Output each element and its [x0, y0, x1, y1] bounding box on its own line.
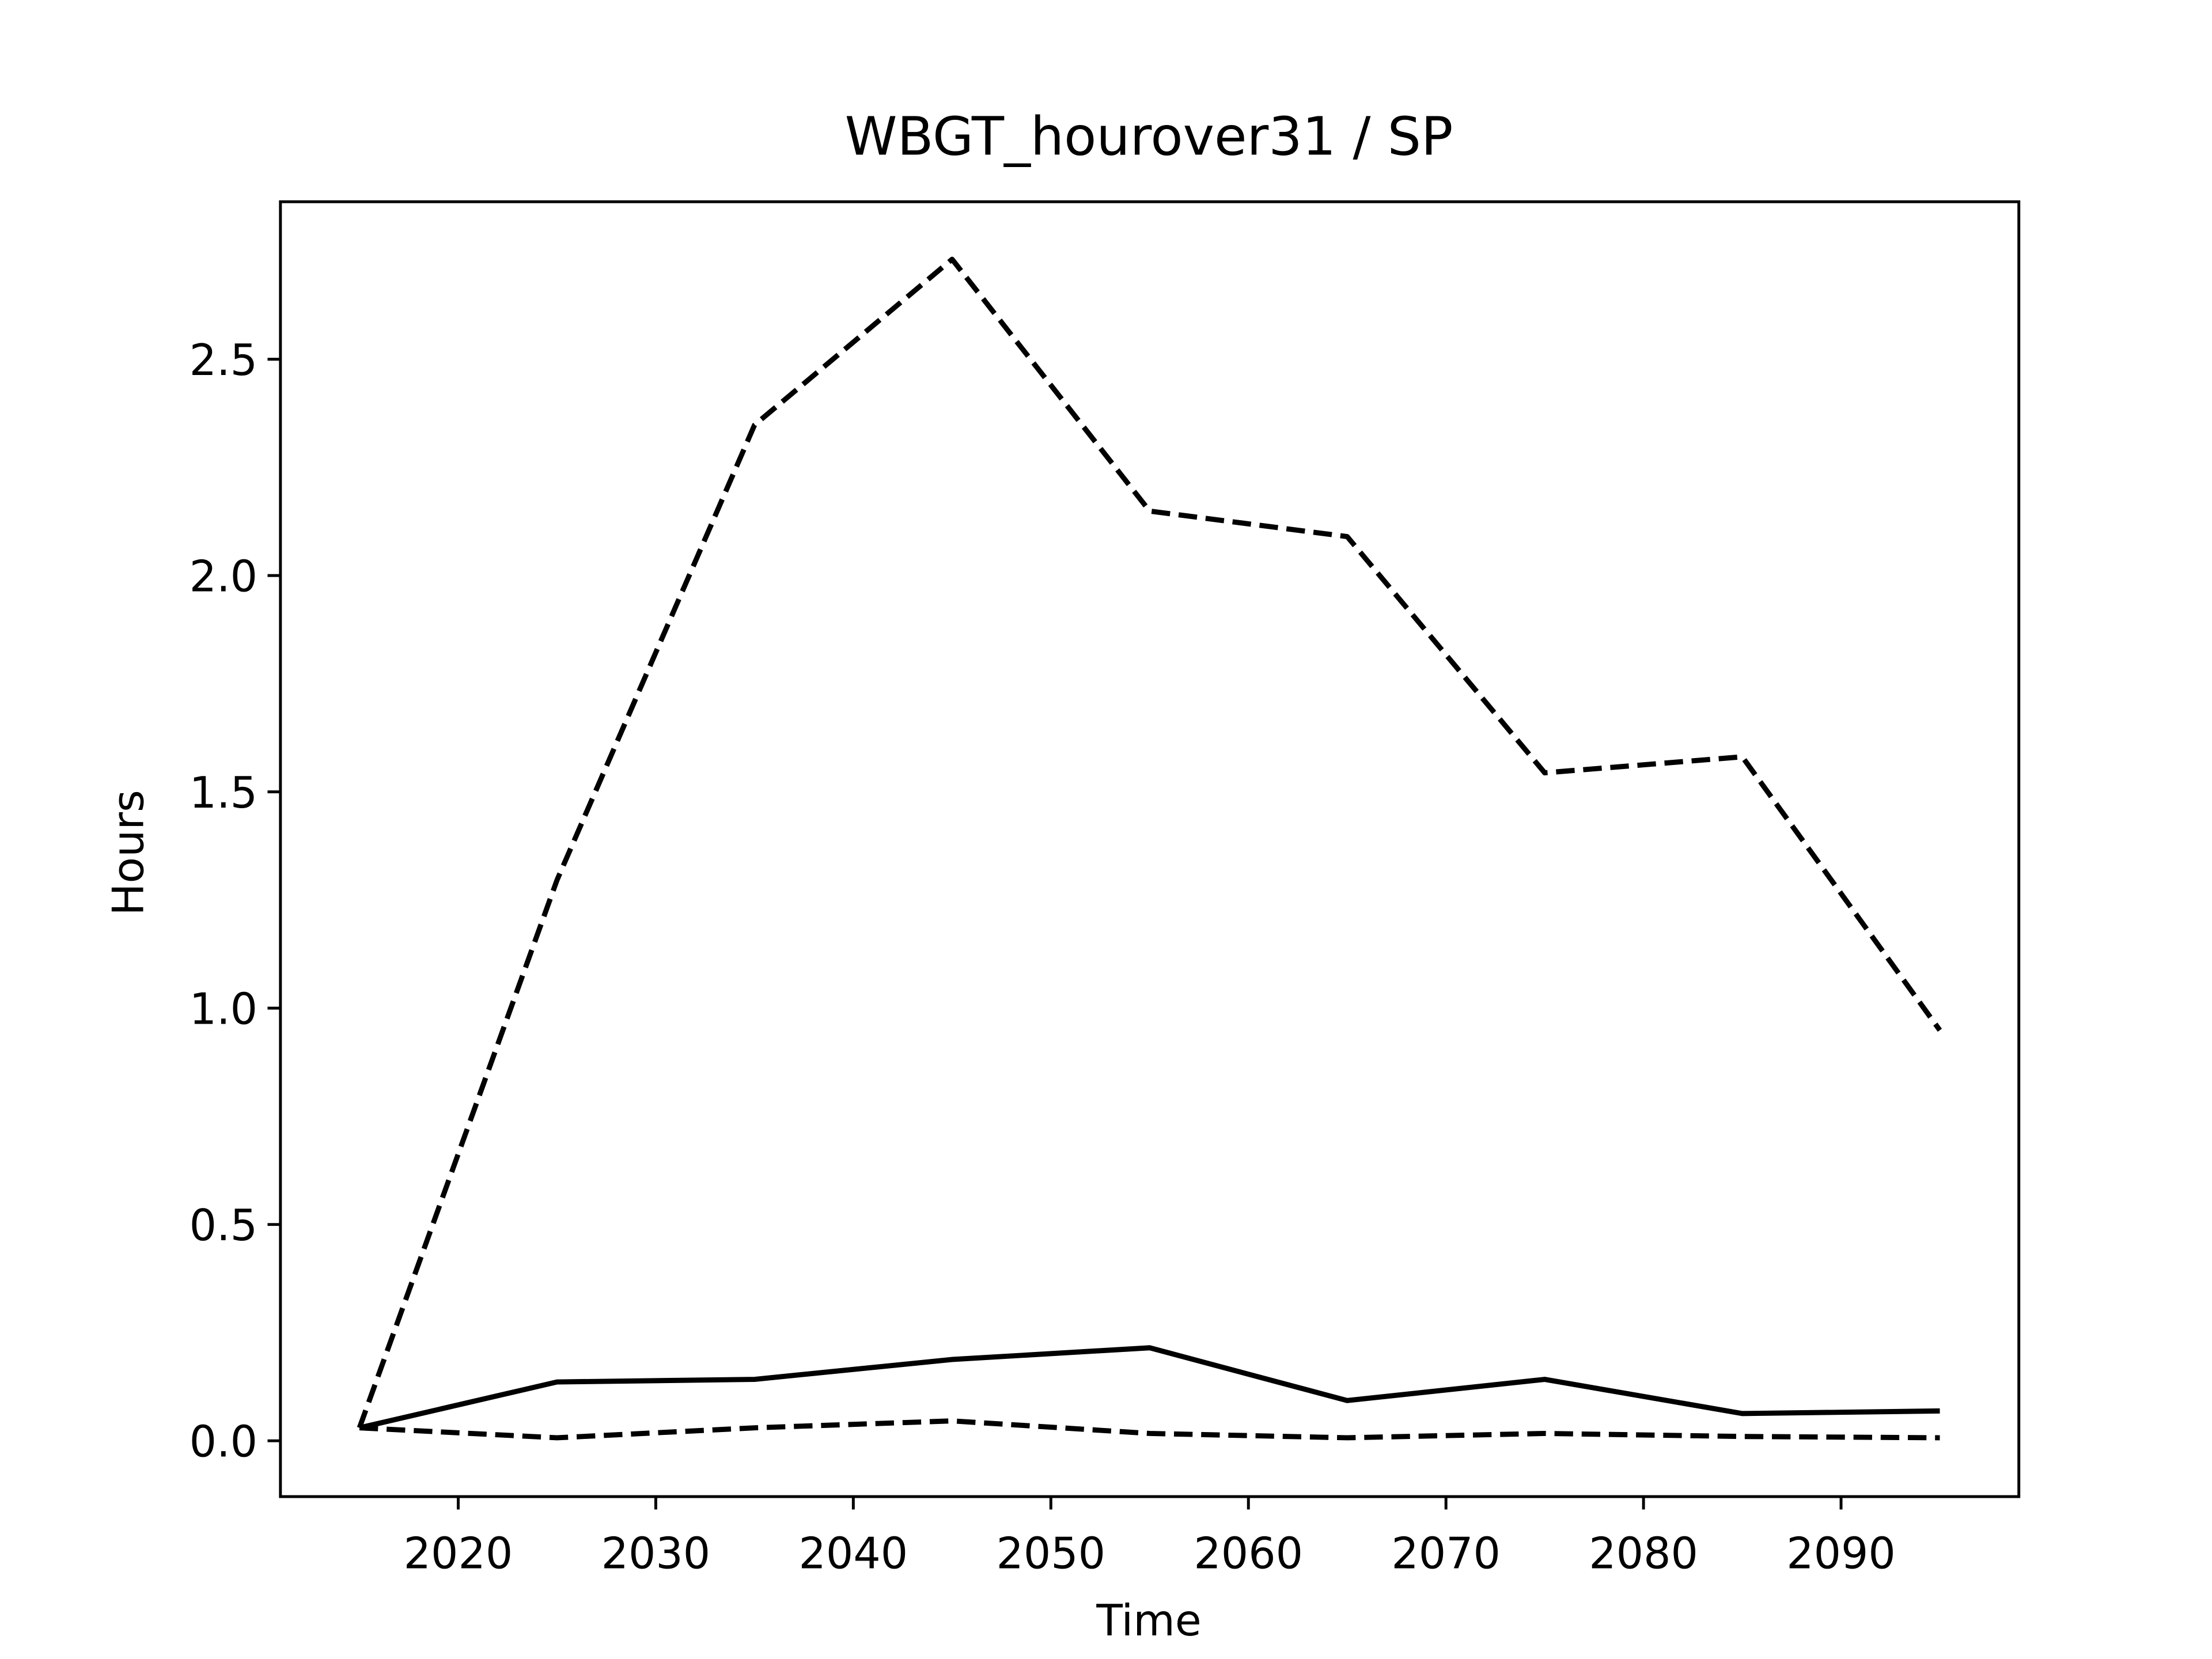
x-tick-label: 2090 — [1786, 1528, 1896, 1578]
x-tick-label: 2050 — [996, 1528, 1105, 1578]
x-tick-label: 2060 — [1194, 1528, 1303, 1578]
x-tick-label: 2040 — [799, 1528, 908, 1578]
x-tick-label: 2070 — [1391, 1528, 1501, 1578]
x-tick-label: 2030 — [601, 1528, 711, 1578]
y-tick-label: 0.0 — [190, 1417, 257, 1467]
y-axis-label: Hours — [103, 790, 153, 915]
y-tick-label: 2.0 — [190, 551, 257, 601]
x-tick-label: 2080 — [1589, 1528, 1698, 1578]
y-tick-label: 1.5 — [190, 768, 257, 818]
y-tick-label: 1.0 — [190, 984, 257, 1034]
data-line — [359, 1418, 1940, 1441]
y-tick-label: 0.5 — [190, 1200, 257, 1251]
plot-frame — [279, 200, 2021, 1498]
x-tick-label: 2020 — [404, 1528, 513, 1578]
y-tick-label: 2.5 — [190, 335, 257, 385]
x-axis-label: Time — [1096, 1596, 1201, 1646]
data-line — [357, 256, 1942, 1429]
chart-title: WBGT_hourover31 / SP — [845, 105, 1453, 167]
data-line — [358, 1345, 1940, 1431]
